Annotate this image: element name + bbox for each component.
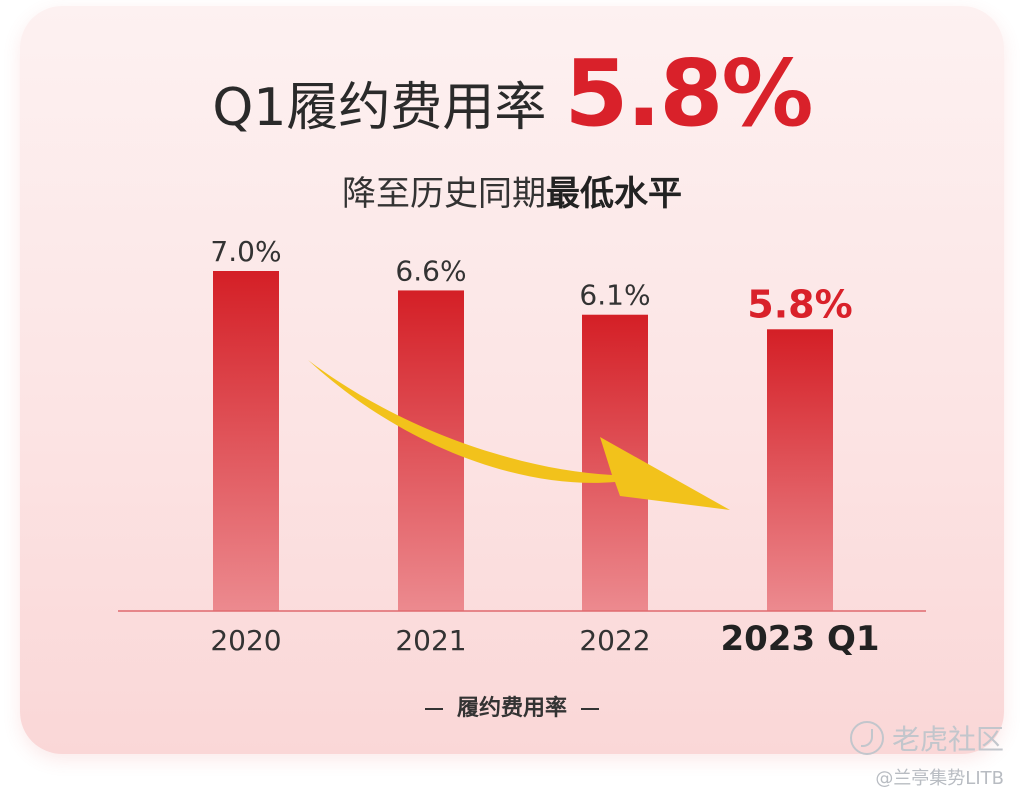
legend-dash-right xyxy=(581,708,599,710)
chart-title: Q1履约费用率 5.8% xyxy=(0,40,1024,147)
bar-2020 xyxy=(213,271,279,611)
x-tick-label-2021: 2021 xyxy=(395,624,466,657)
watermark-credit: @兰亭集势LITB xyxy=(875,768,1004,789)
legend-dash-left xyxy=(424,708,443,710)
watermark-brand: 老虎社区 xyxy=(891,723,1004,756)
subtitle-bold: 最低水平 xyxy=(546,174,682,214)
legend: 履约费用率 xyxy=(0,690,1024,722)
subtitle-normal: 降至历史同期 xyxy=(342,174,546,214)
data-label-2021: 6.6% xyxy=(395,254,466,287)
tiger-logo-icon xyxy=(849,721,884,755)
trend-arrow xyxy=(308,360,730,510)
watermark: 老虎社区 xyxy=(849,718,1004,758)
bar-2023-q1 xyxy=(767,329,833,611)
data-label-2022: 6.1% xyxy=(579,279,650,312)
x-tick-label-2023-q1: 2023 Q1 xyxy=(720,619,879,659)
title-value: 5.8% xyxy=(564,40,813,147)
legend-label: 履约费用率 xyxy=(456,696,567,721)
data-label-2023-q1: 5.8% xyxy=(747,282,852,326)
x-tick-label-2022: 2022 xyxy=(579,624,650,657)
chart-card xyxy=(20,6,1004,754)
title-text: Q1履约费用率 xyxy=(212,78,547,138)
x-tick-label-2020: 2020 xyxy=(210,624,281,657)
data-label-2020: 7.0% xyxy=(210,235,281,268)
chart-subtitle: 降至历史同期最低水平 xyxy=(0,166,1024,215)
